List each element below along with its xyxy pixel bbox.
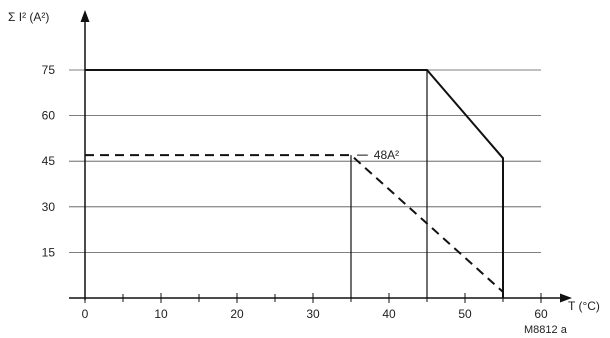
y-tick-label-30: 30 [42, 200, 56, 214]
y-tick-label-45: 45 [42, 154, 56, 168]
x-tick-label-40: 40 [382, 307, 396, 321]
x-tick-label-0: 0 [82, 307, 89, 321]
y-axis-title: Σ I² (A²) [8, 10, 49, 24]
x-tick-label-30: 30 [306, 307, 320, 321]
y-axis-arrow [80, 10, 90, 22]
series-line-2-dashed [85, 154, 504, 298]
series-line-1-solid [85, 69, 504, 298]
x-tick-label-20: 20 [230, 307, 244, 321]
y-tick-label-15: 15 [42, 245, 56, 259]
x-axis-title: T (°C) [568, 299, 600, 313]
annotations: 48A² [357, 148, 399, 162]
x-tick-label-10: 10 [154, 307, 168, 321]
y-tick-label-75: 75 [42, 63, 56, 77]
axes [69, 10, 572, 303]
tick-labels: 15 30 45 60 75 0 10 20 30 40 50 60 [42, 63, 548, 321]
x-tick-label-60: 60 [534, 307, 548, 321]
series [84, 69, 504, 299]
grid [69, 69, 541, 253]
annotation-label-0: 48A² [374, 148, 399, 162]
x-axis-arrow [560, 293, 572, 303]
drop-lines [350, 70, 428, 298]
y-tick-label-60: 60 [42, 109, 56, 123]
x-tick-label-50: 50 [458, 307, 472, 321]
figure-code: M8812 a [524, 324, 568, 336]
